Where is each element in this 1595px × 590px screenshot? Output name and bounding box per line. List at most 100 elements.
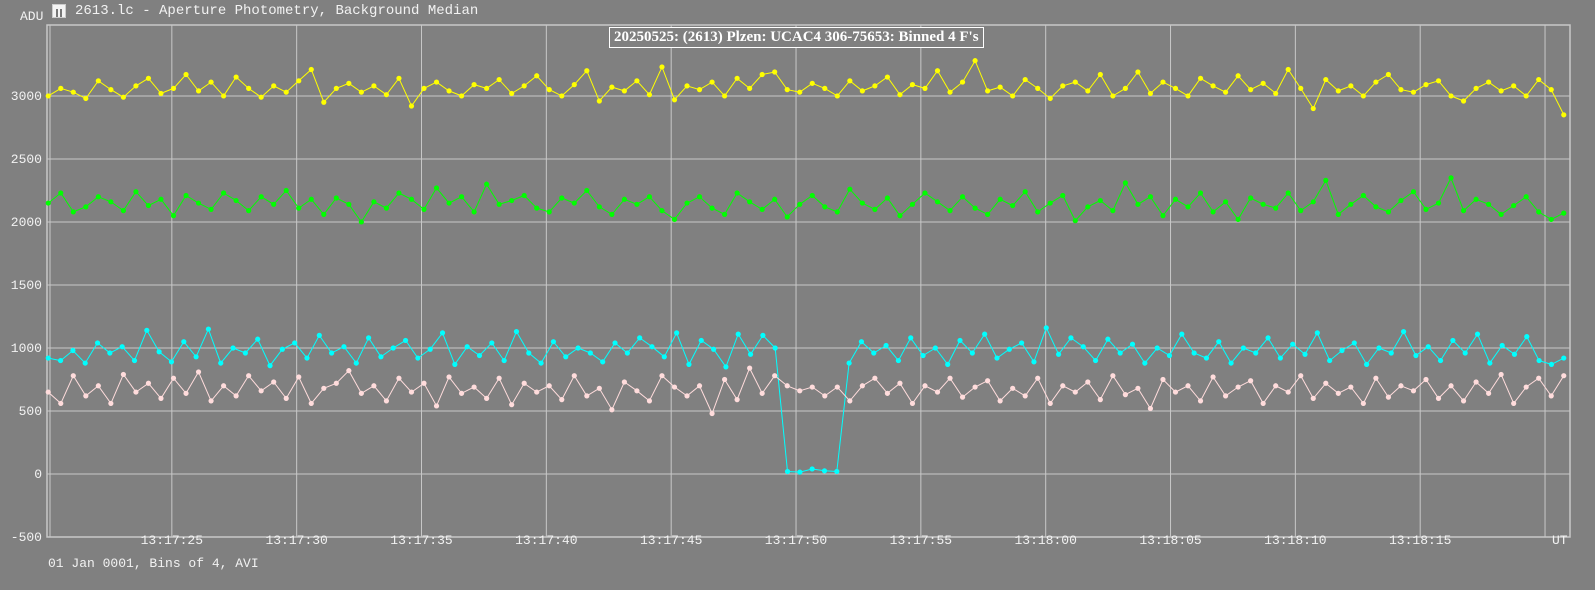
- data-point: [1222, 89, 1229, 95]
- data-point: [772, 373, 778, 379]
- data-point: [296, 205, 302, 211]
- data-point: [371, 83, 377, 89]
- data-point: [985, 378, 991, 384]
- data-point: [772, 196, 778, 202]
- data-point: [296, 374, 302, 380]
- data-point: [220, 383, 227, 389]
- data-point: [333, 380, 339, 386]
- data-point: [496, 76, 502, 83]
- data-point: [1172, 85, 1179, 91]
- data-point: [945, 361, 951, 367]
- data-point: [521, 192, 527, 199]
- data-point: [1097, 397, 1103, 403]
- data-point: [834, 384, 840, 390]
- data-point: [1147, 90, 1154, 97]
- data-point: [283, 187, 289, 194]
- data-point: [985, 88, 991, 94]
- data-point: [408, 196, 415, 202]
- data-point: [1154, 345, 1160, 351]
- data-point: [1474, 331, 1481, 337]
- data-point: [208, 206, 214, 212]
- data-point: [45, 200, 51, 206]
- data-point: [464, 344, 470, 350]
- data-point: [408, 103, 415, 109]
- data-point: [859, 200, 865, 206]
- data-point: [1511, 351, 1518, 357]
- data-point: [1022, 189, 1028, 195]
- data-point: [634, 201, 640, 207]
- data-point: [1197, 398, 1204, 404]
- data-point: [1135, 69, 1141, 75]
- data-point: [546, 383, 552, 389]
- data-point: [1435, 78, 1442, 84]
- data-point: [1235, 216, 1241, 223]
- data-point: [1348, 201, 1354, 207]
- data-point: [596, 385, 602, 391]
- data-point: [496, 201, 502, 207]
- data-point: [684, 393, 690, 399]
- data-point: [797, 388, 803, 394]
- data-point: [446, 200, 452, 206]
- data-point: [1035, 85, 1041, 91]
- data-point: [1473, 379, 1479, 385]
- data-point: [584, 68, 590, 74]
- data-point: [1348, 384, 1354, 390]
- data-point: [82, 360, 88, 366]
- data-point: [1487, 360, 1493, 366]
- data-point: [45, 355, 51, 361]
- data-point: [1448, 93, 1454, 99]
- x-tick-label: 13:17:25: [141, 533, 203, 548]
- data-point: [183, 390, 189, 396]
- data-point: [501, 357, 507, 364]
- x-tick-label: 13:18:10: [1264, 533, 1326, 548]
- data-point: [1473, 85, 1479, 91]
- data-point: [292, 340, 298, 346]
- data-point: [427, 346, 433, 352]
- data-point: [609, 407, 615, 413]
- data-point: [1536, 209, 1542, 215]
- data-point: [1335, 211, 1341, 218]
- data-point: [1339, 347, 1345, 354]
- data-point: [1360, 93, 1366, 99]
- data-point: [1561, 112, 1567, 118]
- data-point: [1425, 344, 1431, 350]
- data-point: [534, 73, 540, 79]
- data-point: [747, 199, 753, 205]
- data-point: [947, 375, 953, 381]
- data-point: [45, 389, 51, 395]
- data-point: [721, 93, 728, 99]
- data-point: [1216, 339, 1222, 345]
- data-point: [821, 468, 828, 474]
- data-point: [1523, 384, 1529, 390]
- data-point: [612, 340, 618, 346]
- data-point: [1285, 190, 1291, 196]
- data-point: [433, 403, 440, 409]
- data-point: [997, 196, 1003, 202]
- data-point: [546, 87, 552, 93]
- data-point: [145, 202, 152, 209]
- data-point: [834, 93, 840, 99]
- data-point: [534, 205, 540, 211]
- data-point: [671, 97, 678, 103]
- data-point: [696, 194, 703, 200]
- data-point: [1035, 375, 1041, 381]
- data-point: [1498, 88, 1504, 94]
- series-comparison-pink: [45, 365, 1567, 417]
- data-point: [1486, 201, 1492, 207]
- data-point: [661, 354, 667, 360]
- data-point: [747, 365, 753, 371]
- data-point: [734, 397, 740, 403]
- data-point: [884, 74, 891, 80]
- data-point: [1260, 80, 1266, 86]
- data-point: [396, 190, 402, 196]
- data-point: [571, 200, 577, 206]
- data-point: [458, 93, 465, 99]
- data-point: [1031, 359, 1037, 365]
- data-point: [1536, 76, 1542, 83]
- data-point: [1110, 208, 1116, 214]
- data-point: [45, 93, 51, 99]
- data-point: [1160, 376, 1166, 383]
- data-point: [1310, 105, 1316, 112]
- data-point: [571, 373, 577, 379]
- data-point: [1092, 357, 1099, 364]
